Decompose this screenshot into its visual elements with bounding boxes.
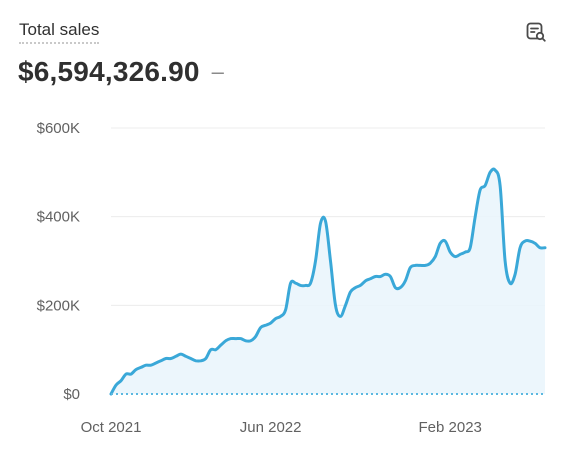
data-point[interactable] bbox=[327, 258, 333, 264]
y-tick-label: $0 bbox=[63, 386, 80, 403]
data-point[interactable] bbox=[447, 249, 453, 255]
data-point[interactable] bbox=[502, 258, 508, 264]
data-point[interactable] bbox=[497, 183, 503, 189]
data-point[interactable] bbox=[507, 280, 513, 286]
data-point[interactable] bbox=[442, 238, 448, 244]
data-point[interactable] bbox=[357, 282, 363, 288]
x-tick-label: Jun 2022 bbox=[240, 419, 302, 436]
data-point[interactable] bbox=[113, 382, 119, 388]
data-point[interactable] bbox=[482, 183, 488, 189]
report-button[interactable] bbox=[522, 18, 550, 46]
change-indicator: – bbox=[211, 59, 224, 84]
data-point[interactable] bbox=[517, 245, 523, 251]
data-point[interactable] bbox=[402, 278, 408, 284]
data-point[interactable] bbox=[213, 347, 219, 353]
data-point[interactable] bbox=[512, 271, 518, 277]
x-tick-label: Oct 2021 bbox=[81, 419, 142, 436]
data-point[interactable] bbox=[323, 218, 329, 224]
data-point[interactable] bbox=[492, 167, 498, 173]
data-point[interactable] bbox=[532, 240, 538, 246]
x-tick-label: Feb 2023 bbox=[419, 419, 482, 436]
data-point[interactable] bbox=[108, 391, 114, 397]
data-point[interactable] bbox=[128, 371, 134, 377]
report-search-icon bbox=[526, 22, 546, 42]
data-point[interactable] bbox=[253, 333, 259, 339]
data-point[interactable] bbox=[218, 342, 224, 348]
data-point[interactable] bbox=[278, 313, 284, 319]
data-point[interactable] bbox=[432, 254, 438, 260]
data-point[interactable] bbox=[332, 302, 338, 308]
data-point[interactable] bbox=[283, 307, 289, 313]
total-row: $6,594,326.90 – bbox=[18, 56, 224, 88]
data-point[interactable] bbox=[347, 289, 353, 295]
data-point[interactable] bbox=[268, 320, 274, 326]
y-tick-label: $600K bbox=[37, 120, 80, 137]
total-sales-value: $6,594,326.90 bbox=[18, 56, 200, 87]
data-point[interactable] bbox=[342, 302, 348, 308]
data-point[interactable] bbox=[118, 378, 124, 384]
sales-area-fill bbox=[111, 169, 545, 394]
sales-series-line bbox=[109, 167, 547, 396]
data-point[interactable] bbox=[397, 285, 403, 291]
data-point[interactable] bbox=[462, 249, 468, 255]
data-point[interactable] bbox=[387, 274, 393, 280]
data-point[interactable] bbox=[477, 187, 483, 193]
y-axis: $0 $200K $400K $600K bbox=[37, 120, 80, 403]
data-point[interactable] bbox=[467, 245, 473, 251]
data-point[interactable] bbox=[308, 280, 314, 286]
data-point[interactable] bbox=[542, 245, 548, 251]
card-title[interactable]: Total sales bbox=[19, 20, 100, 44]
data-point[interactable] bbox=[337, 313, 343, 319]
data-point[interactable] bbox=[427, 260, 433, 266]
y-tick-label: $200K bbox=[37, 297, 80, 314]
data-point[interactable] bbox=[313, 258, 319, 264]
data-point[interactable] bbox=[472, 214, 478, 220]
data-point[interactable] bbox=[248, 338, 254, 344]
y-tick-label: $400K bbox=[37, 209, 80, 226]
data-point[interactable] bbox=[203, 356, 209, 362]
